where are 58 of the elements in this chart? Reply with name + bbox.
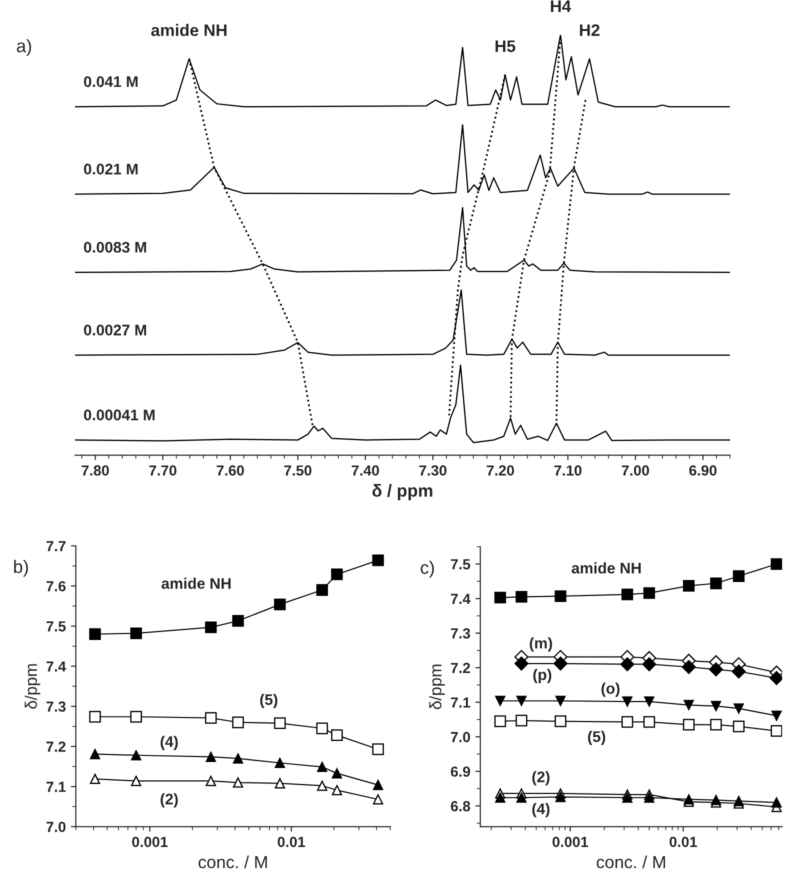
x-tick-label: 6.90 [689, 465, 717, 476]
series-label: (o) [602, 682, 620, 697]
series-label: 0.0027 M [84, 324, 146, 336]
annotation: H2 [580, 24, 600, 36]
x-tick-label: 0.001 [552, 836, 588, 848]
series-label: 0.041 M [84, 76, 138, 88]
series-label: (5) [260, 694, 278, 708]
y-tick-label: 7.5 [46, 621, 66, 632]
series-label: (4) [160, 736, 178, 750]
series-label: (p) [533, 668, 552, 684]
y-tick-label: 7.0 [46, 822, 66, 832]
y-tick-label: 7.2 [46, 742, 66, 752]
x-tick-label: 7.60 [216, 465, 244, 476]
annotation: H5 [496, 40, 516, 52]
annotation: H4 [550, 0, 572, 12]
x-tick-label: 7.30 [419, 465, 446, 476]
y-tick-label: 7.3 [450, 628, 470, 639]
y-tick-label: 7.4 [46, 661, 66, 672]
x-tick-label: 7.40 [352, 465, 379, 476]
text: c) [420, 560, 434, 578]
text: b) [14, 560, 28, 577]
y-tick-label: 7.7 [46, 541, 66, 552]
series-label: (2) [160, 793, 178, 808]
annotation: amide NH [151, 24, 226, 36]
y-tick-label: 7.6 [46, 581, 66, 592]
y-axis-title: δ/ppm [24, 664, 40, 709]
x-axis-title: δ / ppm [372, 484, 432, 500]
y-tick-label: 7.5 [450, 559, 470, 570]
y-tick-label: 7.1 [46, 782, 66, 792]
series-label: (m) [530, 637, 552, 652]
series-label: 0.0083 M [84, 242, 146, 253]
x-tick-label: 0.01 [278, 836, 306, 848]
x-tick-label: 0.01 [670, 836, 698, 848]
x-tick-label: 7.00 [622, 465, 650, 476]
x-tick-label: 7.20 [486, 465, 514, 476]
series-label: (4) [532, 803, 550, 818]
text: a) [16, 39, 32, 56]
x-tick-label: 7.70 [149, 465, 176, 476]
y-tick-label: 7.4 [450, 594, 471, 604]
y-tick-label: 7.1 [450, 698, 470, 708]
x-axis-title: conc. / M [596, 856, 665, 868]
x-axis-title: conc. / M [198, 856, 267, 868]
x-tick-label: 7.50 [284, 465, 312, 476]
y-tick-label: 7.2 [450, 662, 470, 673]
y-tick-label: 7.0 [450, 732, 470, 742]
y-axis-title: δ/ppm [429, 664, 445, 710]
series-label: 0.021 M [84, 164, 138, 174]
x-tick-label: 0.001 [132, 836, 168, 848]
series-label: (5) [588, 730, 606, 746]
y-tick-label: 6.8 [450, 801, 470, 812]
series-label: (2) [532, 771, 550, 786]
x-tick-label: 7.10 [554, 465, 582, 476]
y-tick-label: 6.9 [450, 766, 470, 777]
y-tick-label: 7.3 [46, 701, 66, 712]
series-label: amide NH [572, 562, 641, 574]
series-label: 0.00041 M [84, 410, 155, 420]
x-tick-label: 7.80 [82, 465, 109, 476]
series-label: amide NH [162, 578, 231, 589]
